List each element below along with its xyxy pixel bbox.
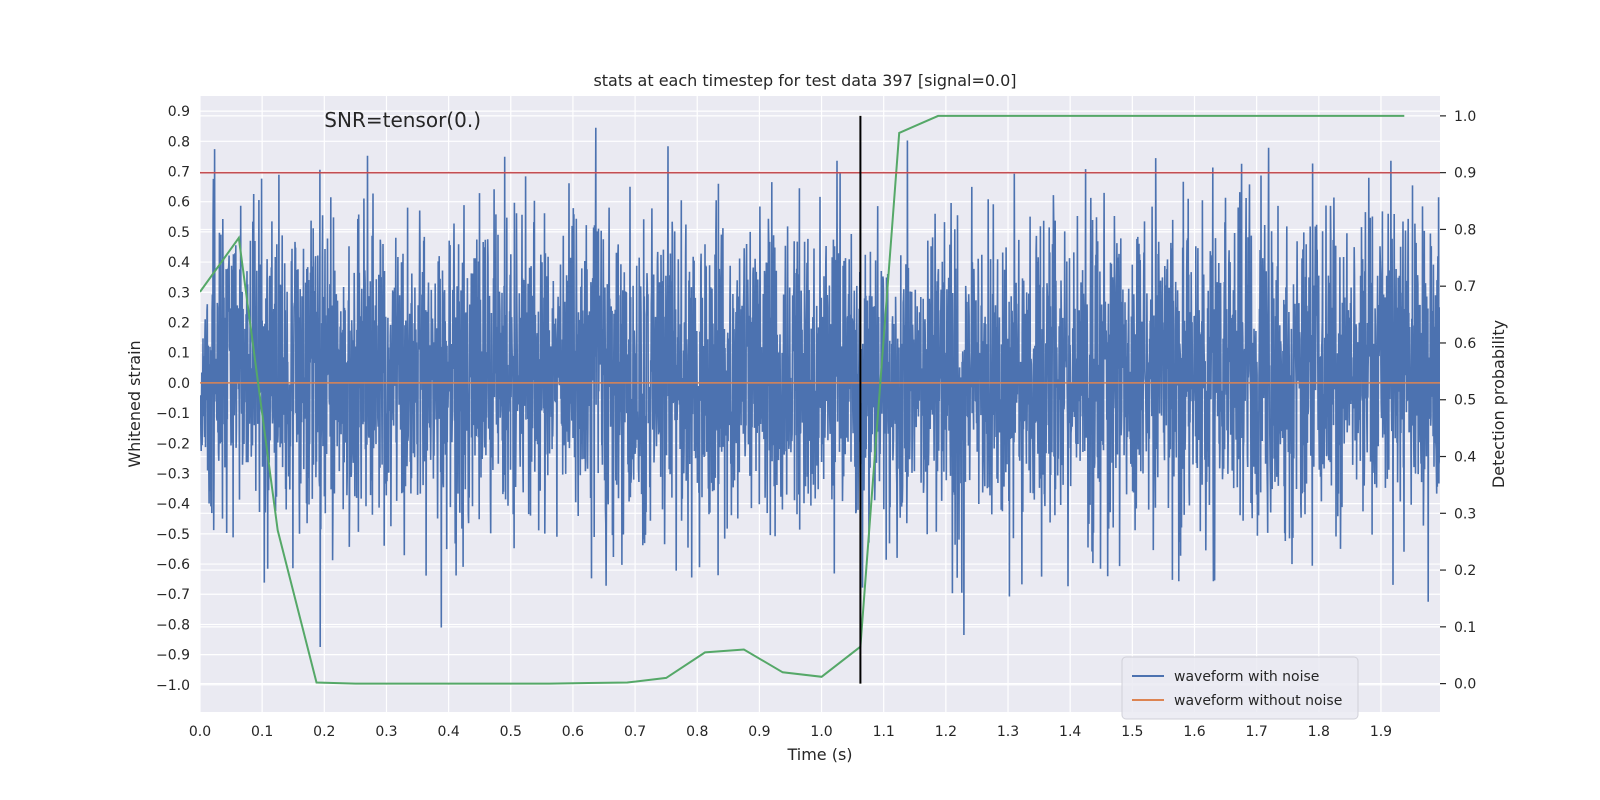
x-tick-label: 1.7: [1246, 724, 1268, 740]
x-tick-label: 1.2: [935, 724, 957, 740]
x-tick-label: 1.3: [997, 724, 1019, 740]
x-tick-label: 0.9: [748, 724, 770, 740]
y-right-axis-label: Detection probability: [1489, 320, 1508, 488]
x-tick-label: 0.2: [313, 724, 335, 740]
x-tick-label: 1.8: [1308, 724, 1330, 740]
y-left-tick-label: −0.7: [156, 587, 190, 603]
x-tick-label: 1.4: [1059, 724, 1081, 740]
y-left-tick-label: −0.4: [156, 497, 190, 513]
y-right-tick-label: 1.0: [1454, 109, 1476, 125]
x-tick-label: 1.5: [1121, 724, 1143, 740]
x-tick-label: 0.5: [500, 724, 522, 740]
y-right-tick-label: 0.9: [1454, 166, 1476, 182]
x-tick-label: 0.3: [375, 724, 397, 740]
x-tick-label: 0.1: [251, 724, 273, 740]
x-tick-label: 1.6: [1183, 724, 1205, 740]
x-tick-label: 0.6: [562, 724, 584, 740]
x-tick-label: 0.8: [686, 724, 708, 740]
x-tick-label: 0.7: [624, 724, 646, 740]
y-left-tick-label: 0.6: [168, 195, 190, 211]
legend-label: waveform with noise: [1174, 669, 1319, 685]
x-tick-label: 1.9: [1370, 724, 1392, 740]
y-left-tick-label: 0.5: [168, 225, 190, 241]
x-tick-label: 1.1: [873, 724, 895, 740]
snr-annotation: SNR=tensor(0.): [324, 108, 481, 132]
y-left-tick-label: 0.2: [168, 315, 190, 331]
y-left-tick-label: 0.7: [168, 164, 190, 180]
y-left-tick-label: −0.8: [156, 617, 190, 633]
y-right-tick-label: 0.0: [1454, 677, 1476, 693]
y-right-tick-label: 0.3: [1454, 506, 1476, 522]
y-left-axis-ticks: −1.0 −0.9 −0.8 −0.7 −0.6 −0.5 −0.4 −0.3 −0.2 −0.1…: [156, 104, 190, 694]
y-right-tick-label: 0.6: [1454, 336, 1476, 352]
series-line-detection-probability: [200, 114, 1405, 685]
y-left-tick-label: 0.3: [168, 285, 190, 301]
y-left-axis-label: Whitened strain: [125, 340, 144, 467]
y-left-tick-label: −0.9: [156, 648, 190, 664]
y-left-tick-label: −0.1: [156, 406, 190, 422]
x-tick-label: 0.4: [437, 724, 459, 740]
y-right-tick-label: 0.7: [1454, 279, 1476, 295]
y-left-tick-label: −0.6: [156, 557, 190, 573]
y-left-tick-label: 0.1: [168, 346, 190, 362]
x-axis-ticks: 0.0 0.1 0.2 0.3 0.4 0.5 0.6 0.7 0.8 0.9 1.0 1.1 1.2 1…: [189, 724, 1392, 740]
legend-box: [1121, 656, 1359, 720]
y-right-tick-label: 0.8: [1454, 222, 1476, 238]
y-left-tick-label: −0.2: [156, 436, 190, 452]
y-left-tick-label: −0.5: [156, 527, 190, 543]
y-left-tick-label: −1.0: [156, 678, 190, 694]
y-left-tick-label: 0.9: [168, 104, 190, 120]
y-right-tick-label: 0.4: [1454, 450, 1476, 466]
y-left-tick-label: 0.0: [168, 376, 190, 392]
y-right-tick-label: 0.1: [1454, 620, 1476, 636]
series-layer: [200, 114, 1440, 685]
x-tick-label: 1.0: [810, 724, 832, 740]
y-left-tick-label: 0.4: [168, 255, 190, 271]
y-right-axis-ticks: 0.0 0.1 0.2 0.3 0.4 0.5 0.6 0.7 0.8 0.9 1.0: [1440, 109, 1476, 693]
y-right-tick-label: 0.5: [1454, 393, 1476, 409]
y-left-tick-label: −0.3: [156, 466, 190, 482]
series-line-waveform-with-noise: [200, 127, 1440, 648]
x-tick-label: 0.0: [189, 724, 211, 740]
x-axis-label: Time (s): [786, 745, 852, 764]
y-right-tick-label: 0.2: [1454, 563, 1476, 579]
y-left-tick-label: 0.8: [168, 134, 190, 150]
chart-title: stats at each timestep for test data 397…: [593, 71, 1016, 90]
legend-label: waveform without noise: [1174, 693, 1342, 709]
legend: waveform with noise waveform without nois…: [1121, 656, 1359, 720]
